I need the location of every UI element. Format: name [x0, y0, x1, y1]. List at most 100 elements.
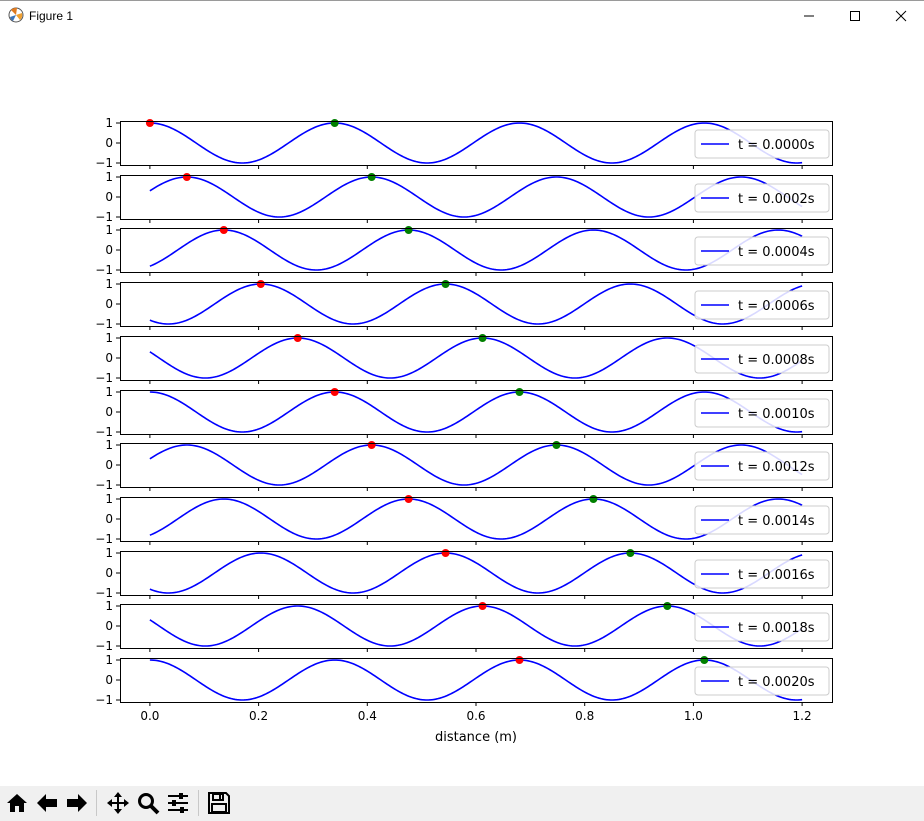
minimize-button[interactable]: [786, 1, 832, 31]
legend-box: [694, 344, 830, 374]
x-tick-label: 1.2: [793, 709, 812, 723]
legend-box: [694, 398, 830, 428]
green-crest-point: [441, 280, 450, 288]
red-crest-point: [293, 334, 302, 342]
move-icon: [107, 792, 129, 814]
y-tick-label: 0: [105, 512, 113, 526]
legend-box: [694, 290, 830, 320]
green-crest-point: [404, 226, 413, 234]
save-button[interactable]: [205, 789, 233, 817]
navigation-toolbar: [0, 786, 924, 821]
y-tick-label: −1: [95, 478, 113, 492]
y-tick-label: 1: [105, 116, 113, 130]
pan-button[interactable]: [104, 789, 132, 817]
y-tick-label: 1: [105, 385, 113, 399]
y-tick-label: 1: [105, 546, 113, 560]
legend-label: t = 0.0012s: [738, 460, 815, 475]
subplot-8: 1 0 −1 t = 0.0016s: [95, 546, 833, 600]
green-crest-point: [552, 441, 561, 449]
y-tick-label: 0: [105, 566, 113, 580]
y-tick-label: −1: [95, 586, 113, 600]
wave-line: [149, 552, 803, 594]
legend-label: t = 0.0020s: [738, 675, 815, 690]
subplot-7: 1 0 −1 t = 0.0014s: [95, 492, 833, 546]
sliders-icon: [168, 793, 188, 813]
close-button[interactable]: [878, 1, 924, 31]
legend: t = 0.0020s: [694, 666, 830, 696]
maximize-icon: [850, 11, 860, 21]
subplot-5: 1 0 −1 t = 0.0010s: [95, 385, 833, 439]
green-crest-point: [515, 388, 524, 396]
red-crest-point: [441, 549, 450, 557]
forward-button[interactable]: [63, 789, 91, 817]
y-tick-label: 1: [105, 653, 113, 667]
wave-line: [149, 659, 803, 701]
y-tick-label: 1: [105, 277, 113, 291]
figure-canvas[interactable]: 1 0 −1 t = 0.0000s 1 0 −1 t = 0.0002s 1 0 −1 t = 0.…: [0, 31, 924, 786]
subplot-3: 1 0 −1 t = 0.0006s: [95, 277, 833, 331]
y-tick-label: 1: [105, 170, 113, 184]
y-tick-label: 1: [105, 438, 113, 452]
legend: t = 0.0000s: [694, 129, 830, 159]
legend-box: [694, 183, 830, 213]
x-tick-label: 0.6: [466, 709, 485, 723]
y-tick-label: −1: [95, 371, 113, 385]
x-tick-label: 0.4: [358, 709, 377, 723]
x-tick-label: 1.0: [684, 709, 703, 723]
zoom-button[interactable]: [134, 789, 162, 817]
legend: t = 0.0012s: [694, 451, 830, 481]
y-tick-label: 0: [105, 673, 113, 687]
legend-label: t = 0.0008s: [738, 353, 815, 368]
legend: t = 0.0014s: [694, 505, 830, 535]
y-tick-label: −1: [95, 263, 113, 277]
y-tick-label: −1: [95, 156, 113, 170]
maximize-button[interactable]: [832, 1, 878, 31]
legend-label: t = 0.0018s: [738, 621, 815, 636]
y-tick-label: 1: [105, 492, 113, 506]
y-tick-label: 0: [105, 351, 113, 365]
x-tick-label: 0.0: [140, 709, 159, 723]
legend-label: t = 0.0000s: [738, 138, 815, 153]
y-tick-label: −1: [95, 425, 113, 439]
floppy-disk-icon: [208, 792, 230, 814]
legend: t = 0.0004s: [694, 236, 830, 266]
y-tick-label: 0: [105, 458, 113, 472]
wave-line: [149, 605, 803, 647]
toolbar-separator: [198, 790, 199, 816]
configure-subplots-button[interactable]: [164, 789, 192, 817]
legend-box: [694, 559, 830, 589]
legend: t = 0.0010s: [694, 398, 830, 428]
wave-line: [149, 391, 803, 433]
legend-box: [694, 666, 830, 696]
y-tick-label: 1: [105, 331, 113, 345]
x-tick-label: 0.2: [249, 709, 268, 723]
legend-label: t = 0.0002s: [738, 192, 815, 207]
legend: t = 0.0006s: [694, 290, 830, 320]
legend: t = 0.0002s: [694, 183, 830, 213]
arrow-left-icon: [37, 794, 57, 812]
legend-label: t = 0.0004s: [738, 245, 815, 260]
back-button[interactable]: [33, 789, 61, 817]
legend-label: t = 0.0014s: [738, 514, 815, 529]
legend-box: [694, 236, 830, 266]
green-crest-point: [626, 549, 635, 557]
subplot-0: 1 0 −1 t = 0.0000s: [95, 116, 833, 170]
arrow-right-icon: [67, 794, 87, 812]
green-crest-point: [663, 602, 672, 610]
home-icon: [7, 794, 27, 812]
magnifier-icon: [138, 793, 160, 815]
green-crest-point: [478, 334, 487, 342]
x-tick-label: 0.8: [575, 709, 594, 723]
legend-box: [694, 505, 830, 535]
red-crest-point: [219, 226, 228, 234]
green-crest-point: [330, 119, 339, 127]
home-button[interactable]: [3, 789, 31, 817]
minimize-icon: [804, 15, 814, 17]
legend: t = 0.0018s: [694, 612, 830, 642]
wave-line: [149, 337, 803, 379]
legend: t = 0.0008s: [694, 344, 830, 374]
y-tick-label: −1: [95, 532, 113, 546]
subplot-2: 1 0 −1 t = 0.0004s: [95, 223, 833, 277]
y-tick-label: 0: [105, 136, 113, 150]
close-icon: [895, 10, 907, 22]
